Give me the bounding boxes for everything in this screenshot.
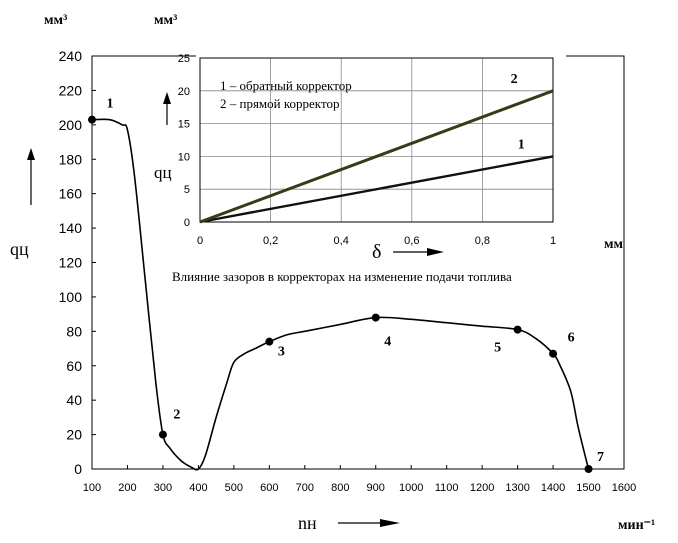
inset-y-label: qц [154, 163, 172, 182]
main-y-tick-label: 100 [59, 289, 83, 305]
main-x-tick-label: 1400 [541, 482, 565, 494]
inset-series-2-line [199, 89, 554, 224]
inset-x-arrow [393, 248, 444, 256]
inset-series-1-line [199, 155, 554, 224]
inset-legend-item-2: 2 – прямой корректор [220, 96, 339, 111]
inset-series-1-label: 1 [518, 137, 525, 152]
main-x-label: nн [298, 513, 317, 533]
main-x-tick-label: 900 [367, 482, 385, 494]
inset-x-label: δ [372, 241, 381, 263]
main-y-tick-label: 220 [59, 82, 83, 98]
main-x-tick-label: 1600 [612, 482, 636, 494]
main-y-tick-label: 0 [74, 461, 82, 477]
main-marker-label: 5 [494, 341, 501, 356]
main-x-tick-label: 100 [83, 482, 101, 494]
inset-x-ticks: 0 0,2 0,4 0,6 0,8 1 [197, 235, 556, 247]
inset-legend-item-1: 1 – обратный корректор [220, 78, 352, 93]
main-x-ticks: 100 200 300 400 500 600 700 800 900 1000 1100 1200 1… [83, 465, 636, 494]
main-x-tick-label: 700 [296, 482, 314, 494]
inset-x-tick-label: 0 [197, 235, 203, 247]
inset-y-tick-label: 0 [184, 217, 190, 229]
inset-y-tick-label: 10 [178, 151, 190, 163]
inset-plot-frame [199, 57, 554, 223]
main-markers: 1 2 3 4 5 6 7 [88, 97, 604, 473]
main-y-ticks: 0 20 40 60 80 100 120 140 160 180 200 220 240 [59, 48, 96, 477]
inset-y-unit: мм³ [154, 13, 177, 28]
main-marker-point [265, 337, 274, 346]
main-chart: 100 200 300 400 500 600 700 800 900 1000 1100 1200 1… [10, 13, 655, 533]
main-marker-label: 7 [597, 450, 604, 465]
main-x-tick-label: 300 [154, 482, 172, 494]
inset-title: Влияние зазоров в корректорах на изменен… [172, 269, 512, 284]
main-x-arrow [338, 519, 400, 527]
main-x-tick-label: 1200 [470, 482, 494, 494]
main-y-tick-label: 40 [66, 392, 82, 408]
main-y-arrow [27, 148, 35, 205]
inset-y-ticks: 0 5 10 15 20 25 [178, 53, 190, 229]
main-x-tick-label: 600 [260, 482, 278, 494]
inset-y-tick-label: 15 [178, 119, 190, 131]
main-y-unit: мм³ [44, 13, 67, 28]
main-x-tick-label: 800 [331, 482, 349, 494]
main-y-tick-label: 20 [66, 427, 82, 443]
main-y-tick-label: 80 [66, 323, 82, 339]
main-marker-label: 4 [384, 335, 391, 350]
main-marker-label: 3 [278, 345, 285, 360]
inset-y-tick-label: 20 [178, 86, 190, 98]
main-marker-point [371, 313, 380, 322]
main-x-tick-label: 500 [225, 482, 243, 494]
main-marker-label: 1 [107, 97, 114, 112]
main-y-tick-label: 60 [66, 358, 82, 374]
inset-x-tick-label: 0,6 [404, 235, 419, 247]
main-marker-point [88, 115, 96, 124]
main-marker-point [549, 349, 558, 358]
inset-chart: 0 0,2 0,4 0,6 0,8 1 0 5 10 15 20 25 1 2 1 – обратн… [154, 13, 624, 284]
inset-y-tick-label: 25 [178, 53, 190, 65]
inset-series-2-label: 2 [511, 72, 518, 87]
main-marker-label: 2 [173, 408, 180, 423]
main-marker-point [158, 430, 167, 439]
main-y-tick-label: 120 [59, 255, 83, 271]
inset-y-tick-label: 5 [184, 184, 190, 196]
inset-x-tick-label: 0,4 [334, 235, 349, 247]
main-y-label: qц [10, 239, 29, 259]
main-x-unit: мин⁻¹ [618, 518, 655, 533]
main-y-tick-label: 140 [59, 220, 83, 236]
fuel-delivery-curve [91, 118, 590, 471]
inset-x-unit: мм [604, 237, 624, 252]
main-x-tick-label: 1300 [505, 482, 529, 494]
main-x-tick-label: 1000 [399, 482, 423, 494]
main-x-tick-label: 400 [189, 482, 207, 494]
main-y-tick-label: 180 [59, 151, 83, 167]
inset-x-tick-label: 0,2 [263, 235, 278, 247]
inset-x-tick-label: 1 [550, 235, 556, 247]
main-y-tick-label: 160 [59, 186, 83, 202]
main-y-tick-label: 200 [59, 117, 83, 133]
main-x-tick-label: 1500 [576, 482, 600, 494]
inset-y-arrow [163, 92, 171, 125]
main-marker-label: 6 [568, 331, 575, 346]
main-x-tick-label: 200 [118, 482, 136, 494]
main-y-tick-label: 240 [59, 48, 83, 64]
main-x-tick-label: 1100 [435, 482, 459, 494]
main-marker-point [584, 465, 593, 473]
inset-x-tick-label: 0,8 [475, 235, 490, 247]
main-marker-point [513, 325, 522, 334]
